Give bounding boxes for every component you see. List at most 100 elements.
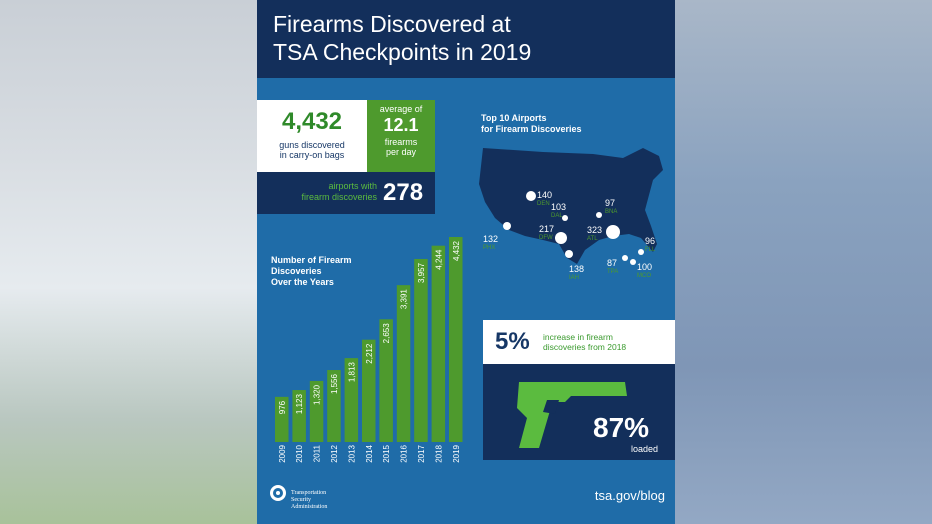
- loaded-label: loaded: [631, 444, 659, 454]
- bar-value-label: 2,653: [382, 323, 391, 344]
- chart-title-line-3: Over the Years: [271, 277, 334, 287]
- bar-2018: [431, 245, 446, 442]
- us-map-shape: [479, 148, 663, 264]
- bar-2017: [414, 258, 428, 442]
- airport-code: BNA: [605, 209, 617, 215]
- airport-code: FLL: [645, 247, 656, 253]
- airport-count: 217: [539, 224, 554, 234]
- x-tick-label: 2013: [347, 444, 356, 462]
- bar-value-label: 4,432: [452, 240, 461, 261]
- title-band: Firearms Discovered at TSA Checkpoints i…: [257, 0, 675, 78]
- average-card: average of 12.1 firearms per day: [367, 100, 435, 172]
- airport-marker: [622, 255, 628, 261]
- top10-title-line-2: for Firearm Discoveries: [481, 124, 582, 134]
- background-left: [0, 0, 257, 524]
- guns-total-card: 4,432 guns discovered in carry-on bags: [257, 100, 367, 172]
- agency-line-3: Administration: [291, 504, 328, 510]
- increase-text: increase in firearm discoveries from 201…: [543, 332, 671, 352]
- chart-title-line-1: Number of Firearm: [271, 255, 352, 265]
- bar-value-label: 3,957: [417, 262, 426, 283]
- airports-value: 278: [383, 179, 424, 206]
- airport-marker: [606, 225, 620, 239]
- airport-count: 132: [483, 234, 498, 244]
- bar-2010: [292, 390, 306, 442]
- average-label: average of: [379, 104, 423, 114]
- top10-title-line-1: Top 10 Airports: [481, 113, 547, 123]
- guns-total-value: 4,432: [281, 108, 343, 135]
- bar-value-label: 1,556: [330, 373, 339, 394]
- airport-marker: [630, 259, 636, 265]
- airport-count: 96: [645, 236, 655, 246]
- airport-code: DEN: [537, 201, 550, 207]
- bar-value-label: 4,244: [434, 249, 443, 270]
- guns-desc-line-1: guns discovered: [279, 140, 345, 150]
- bar-2012: [327, 370, 341, 442]
- airport-marker: [526, 191, 536, 201]
- x-tick-label: 2017: [417, 444, 426, 462]
- x-tick-label: 2011: [313, 444, 322, 462]
- bar-2015: [379, 319, 393, 442]
- airport-marker: [638, 249, 644, 255]
- bar-chart: 976 2009 1,123 2010 1,320 2011 1,556 2012 1,813 2…: [275, 237, 463, 463]
- bar-value-label: 1,123: [295, 394, 304, 415]
- bar-value-label: 1,813: [347, 362, 356, 383]
- bar-value-label: 976: [278, 400, 287, 414]
- average-value: 12.1: [383, 115, 419, 135]
- airport-code: DAL: [551, 213, 563, 219]
- airport-code: PHX: [483, 245, 495, 251]
- airport-marker: [596, 212, 602, 218]
- airport-marker: [503, 222, 511, 230]
- airports-label-line-2: firearm discoveries: [301, 192, 377, 202]
- airport-code: TPA: [607, 269, 618, 275]
- x-tick-label: 2015: [382, 444, 391, 462]
- airport-count: 140: [537, 190, 552, 200]
- top10-title: Top 10 Airports for Firearm Discoveries: [481, 113, 582, 135]
- x-tick-label: 2018: [434, 444, 443, 462]
- infographic: Firearms Discovered at TSA Checkpoints i…: [257, 0, 675, 524]
- airport-count: 138: [569, 264, 584, 274]
- agency-name: Transportation Security Administration: [291, 490, 327, 511]
- loaded-card: 87% loaded: [483, 364, 675, 460]
- x-tick-label: 2016: [400, 444, 409, 462]
- bar-value-label: 2,212: [365, 343, 374, 364]
- page-title: Firearms Discovered at TSA Checkpoints i…: [273, 10, 531, 66]
- chart-title: Number of Firearm Discoveries Over the Y…: [271, 255, 352, 288]
- increase-text-line-1: increase in firearm: [543, 332, 613, 342]
- pistol-icon: [517, 382, 627, 448]
- bar-2009: [275, 396, 289, 442]
- airport-code: IAH: [569, 275, 579, 281]
- x-tick-label: 2009: [278, 444, 287, 462]
- bar-2011: [309, 380, 324, 442]
- airport-count: 87: [607, 258, 617, 268]
- airports-label-line-1: airports with: [328, 181, 377, 191]
- bar-value-label: 3,391: [400, 289, 409, 310]
- site-link[interactable]: tsa.gov/blog: [594, 488, 665, 503]
- airport-marker: [555, 232, 567, 244]
- x-tick-label: 2019: [452, 444, 461, 462]
- average-unit: firearms per day: [367, 137, 435, 157]
- increase-value: 5%: [495, 328, 530, 355]
- airport-code: MCO: [637, 273, 651, 279]
- bar-2016: [396, 285, 411, 442]
- background-right: [675, 0, 932, 524]
- airport-marker: [565, 250, 573, 258]
- airports-card: airports with firearm discoveries 278: [257, 172, 435, 214]
- chart-title-line-2: Discoveries: [271, 266, 322, 276]
- title-line-1: Firearms Discovered at: [273, 11, 511, 37]
- x-tick-label: 2010: [295, 444, 304, 462]
- airports-label: airports with firearm discoveries: [265, 181, 377, 203]
- x-tick-label: 2012: [330, 444, 339, 462]
- guns-total-desc: guns discovered in carry-on bags: [261, 140, 363, 160]
- average-unit-line-1: firearms: [384, 137, 418, 147]
- agency-line-1: Transportation: [291, 490, 327, 496]
- airport-count: 100: [637, 262, 652, 272]
- loaded-value: 87%: [593, 412, 650, 443]
- average-unit-line-2: per day: [385, 147, 417, 157]
- airport-code: DFW: [539, 235, 553, 241]
- agency-line-2: Security: [291, 497, 311, 503]
- airport-marker: [562, 215, 568, 221]
- title-line-2: TSA Checkpoints in 2019: [273, 39, 532, 65]
- airport-count: 97: [605, 198, 615, 208]
